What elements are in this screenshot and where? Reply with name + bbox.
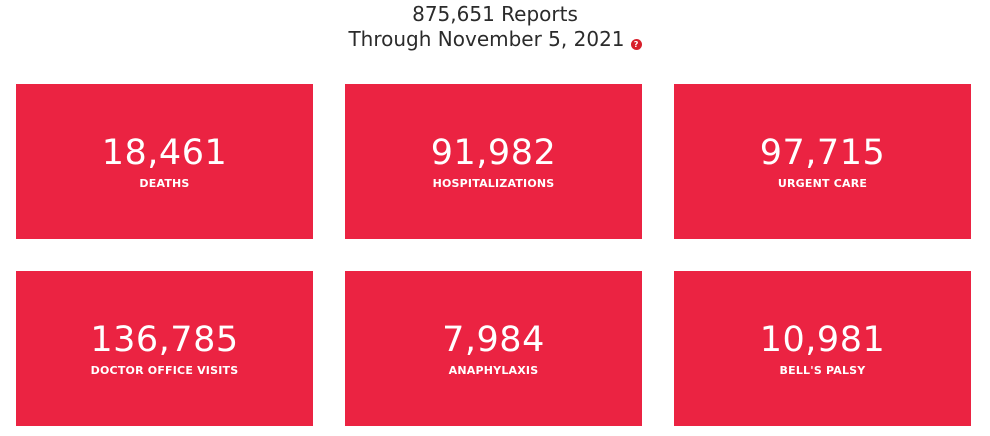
stat-label: HOSPITALIZATIONS	[432, 177, 555, 190]
report-date-line: Through November 5, 2021?	[0, 27, 990, 52]
stat-label: BELL'S PALSY	[779, 364, 866, 377]
question-circle-icon[interactable]: ?	[630, 39, 642, 50]
report-count: 875,651 Reports	[412, 2, 578, 26]
stat-card-doctor-office-visits: 136,785 DOCTOR OFFICE VISITS	[16, 271, 313, 426]
stat-value: 97,715	[759, 133, 886, 173]
stat-label: DOCTOR OFFICE VISITS	[90, 364, 239, 377]
stat-value: 91,982	[430, 133, 557, 173]
stat-label: URGENT CARE	[777, 177, 868, 190]
stat-card-deaths: 18,461 DEATHS	[16, 84, 313, 239]
report-date: Through November 5, 2021	[348, 27, 625, 51]
stat-card-urgent-care: 97,715 URGENT CARE	[674, 84, 971, 239]
stat-card-anaphylaxis: 7,984 ANAPHYLAXIS	[345, 271, 642, 426]
stat-card-hospitalizations: 91,982 HOSPITALIZATIONS	[345, 84, 642, 239]
stat-value: 7,984	[442, 320, 545, 360]
stat-label: ANAPHYLAXIS	[448, 364, 539, 377]
stat-value: 136,785	[90, 320, 239, 360]
report-summary-header: 875,651 Reports Through November 5, 2021…	[0, 0, 990, 52]
stat-label: DEATHS	[139, 177, 190, 190]
stat-value: 18,461	[101, 133, 228, 173]
stat-card-bells-palsy: 10,981 BELL'S PALSY	[674, 271, 971, 426]
stat-value: 10,981	[759, 320, 886, 360]
